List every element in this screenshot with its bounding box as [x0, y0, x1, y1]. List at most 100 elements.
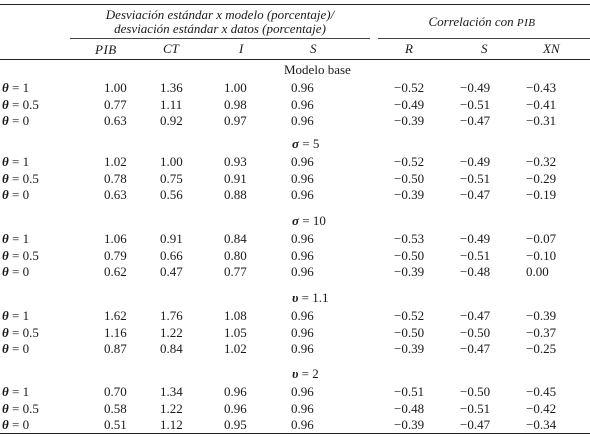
theta-symbol: θ — [2, 187, 9, 202]
table-cell: 0.77 — [104, 96, 127, 112]
table-cell: 0.96 — [291, 341, 314, 356]
col-header-pib: PIB — [95, 42, 117, 57]
row-label: θ = 0.5 — [2, 97, 39, 113]
table-cell: 0.66 — [160, 247, 183, 263]
table-cell: −0.49 — [460, 231, 491, 246]
table-cell: −0.51 — [460, 96, 491, 112]
table-row: θ = 0.5 0.58 1.22 0.96 0.96 −0.48 −0.51 −0.42 — [0, 401, 590, 417]
theta-symbol: θ — [2, 341, 9, 356]
bottom-rule — [0, 433, 590, 434]
table-cell: 0.51 — [104, 417, 127, 432]
table-cell: 0.87 — [104, 341, 127, 356]
table-cell: 0.75 — [160, 170, 183, 186]
row-label-value: = 1 — [12, 154, 30, 169]
table-cell: 0.96 — [291, 384, 314, 399]
theta-symbol: θ — [2, 324, 9, 340]
table-cell: 0.96 — [291, 400, 314, 416]
theta-symbol: θ — [2, 231, 9, 246]
group-rule-correlation — [378, 38, 590, 39]
table-cell: 0.96 — [224, 400, 247, 416]
table-cell: 0.63 — [104, 113, 127, 128]
table-row: θ = 1 1.02 1.00 0.93 0.96 −0.52 −0.49 −0.32 — [0, 154, 590, 170]
row-label: θ = 1 — [2, 80, 29, 96]
top-rule — [0, 4, 590, 5]
theta-symbol: θ — [2, 384, 9, 399]
header-rule — [0, 59, 590, 60]
theta-symbol: θ — [2, 400, 9, 416]
table-cell: −0.50 — [460, 324, 491, 340]
row-label: θ = 0 — [2, 264, 29, 280]
table-cell: −0.51 — [460, 247, 491, 263]
row-label: θ = 0.5 — [2, 325, 39, 341]
col-header-s1: S — [310, 41, 317, 56]
table-cell: −0.53 — [394, 231, 425, 246]
section-label: = 2 — [301, 366, 319, 381]
section-symbol: υ — [292, 366, 299, 381]
theta-symbol: θ — [2, 170, 9, 186]
table-cell: 0.96 — [291, 417, 314, 432]
table-cell: −0.50 — [394, 170, 425, 186]
row-label: θ = 0.5 — [2, 171, 39, 187]
table-cell: 1.06 — [104, 231, 127, 246]
table-row: θ = 0.5 0.78 0.75 0.91 0.96 −0.50 −0.51 −0.29 — [0, 171, 590, 187]
table-cell: 0.96 — [291, 154, 314, 169]
table-cell: 1.34 — [160, 384, 183, 399]
section-title-text: σ = 5 — [292, 136, 319, 152]
theta-symbol: θ — [2, 247, 9, 263]
row-label-value: = 1 — [12, 231, 30, 246]
table-cell: 0.96 — [291, 187, 314, 202]
row-label: θ = 0 — [2, 417, 29, 433]
table-cell: 0.62 — [104, 264, 127, 279]
col-header-i: I — [239, 41, 244, 56]
table-cell: −0.50 — [394, 247, 425, 263]
table-row: θ = 0 0.63 0.92 0.97 0.96 −0.39 −0.47 −0.31 — [0, 113, 590, 129]
table-cell: 0.84 — [160, 341, 183, 356]
table-cell: −0.52 — [394, 154, 425, 169]
table-cell: −0.31 — [526, 113, 557, 128]
col-header-r: R — [405, 41, 413, 56]
row-label-value: = 1 — [12, 384, 30, 399]
theta-symbol: θ — [2, 96, 9, 112]
table-cell: −0.39 — [394, 113, 425, 128]
section-title-text: Modelo base — [284, 62, 351, 78]
table-cell: −0.07 — [526, 231, 557, 246]
row-label-value: = 1 — [12, 308, 30, 323]
table-cell: 1.02 — [104, 154, 127, 169]
table-cell: −0.47 — [460, 417, 491, 432]
table-row: θ = 0.5 1.16 1.22 1.05 0.96 −0.50 −0.50 −0.37 — [0, 325, 590, 341]
table-row: θ = 1 1.00 1.36 1.00 0.96 −0.52 −0.49 −0.43 — [0, 80, 590, 96]
table-cell: −0.47 — [460, 341, 491, 356]
section-symbol: σ — [292, 136, 300, 151]
table-row: θ = 0 0.51 1.12 0.95 0.96 −0.39 −0.47 −0.34 — [0, 417, 590, 433]
table-cell: −0.39 — [394, 417, 425, 432]
table-cell: −0.50 — [460, 384, 491, 399]
section-label: = 10 — [302, 213, 326, 228]
table-cell: 0.84 — [224, 231, 247, 246]
row-label-value: = 0 — [12, 264, 30, 279]
theta-symbol: θ — [2, 154, 9, 169]
table-cell: 1.36 — [160, 80, 183, 95]
table-cell: 1.22 — [160, 400, 183, 416]
table-row: θ = 1 0.70 1.34 0.96 0.96 −0.51 −0.50 −0.45 — [0, 384, 590, 400]
table-cell: 1.00 — [104, 80, 127, 95]
table-cell: −0.19 — [526, 187, 557, 202]
section-symbol: σ — [292, 213, 300, 228]
table-cell: 1.11 — [160, 96, 183, 112]
table-cell: −0.52 — [394, 308, 425, 323]
table-cell: −0.39 — [394, 187, 425, 202]
table-cell: 0.91 — [224, 170, 247, 186]
table-cell: −0.48 — [394, 400, 425, 416]
group-header-std-dev-line2: desviación estándar x datos (porcentaje) — [114, 21, 326, 36]
row-label-value: = 0 — [12, 341, 30, 356]
table-cell: 1.05 — [224, 324, 247, 340]
table-cell: 1.12 — [160, 417, 183, 432]
row-label-value: = 0 — [12, 417, 30, 432]
row-label-value: = 0.5 — [12, 400, 39, 416]
table-row: θ = 0 0.63 0.56 0.88 0.96 −0.39 −0.47 −0.19 — [0, 187, 590, 203]
group-header-correlation-label: Correlación con — [428, 14, 514, 29]
theta-symbol: θ — [2, 113, 9, 128]
section-symbol: υ — [292, 290, 299, 305]
group-rule-std-dev — [70, 38, 370, 39]
table-cell: −0.39 — [394, 264, 425, 279]
